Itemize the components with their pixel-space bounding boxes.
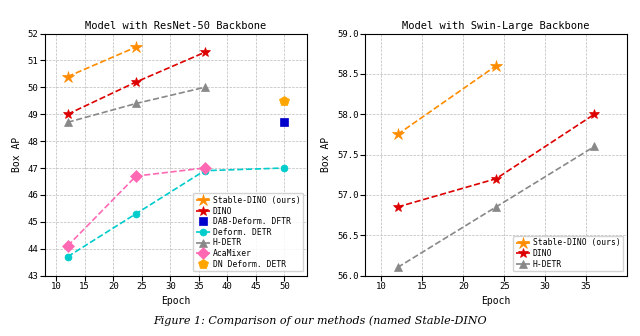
Legend: Stable-DINO (ours), DINO, DAB-Deform. DFTR, Deform. DETR, H-DETR, AcaMixer, DN D: Stable-DINO (ours), DINO, DAB-Deform. DF…	[193, 193, 303, 271]
DINO	[492, 177, 500, 181]
Line: H-DETR: H-DETR	[394, 142, 598, 271]
Line: Stable-DINO (ours): Stable-DINO (ours)	[391, 59, 502, 141]
Deform. DETR	[201, 169, 209, 173]
Stable-DINO (ours)	[492, 64, 500, 68]
H-DETR	[64, 120, 72, 124]
DINO	[64, 112, 72, 116]
Title: Model with ResNet-50 Backbone: Model with ResNet-50 Backbone	[85, 22, 267, 32]
H-DETR	[492, 205, 500, 209]
Stable-DINO (ours)	[64, 75, 72, 79]
DINO	[201, 50, 209, 54]
AcaMixer	[132, 174, 140, 178]
H-DETR	[201, 85, 209, 89]
Line: Stable-DINO (ours): Stable-DINO (ours)	[61, 41, 142, 83]
DINO	[394, 205, 401, 209]
Legend: Stable-DINO (ours), DINO, H-DETR: Stable-DINO (ours), DINO, H-DETR	[513, 236, 623, 271]
Title: Model with Swin-Large Backbone: Model with Swin-Large Backbone	[403, 22, 589, 32]
Deform. DETR	[132, 212, 140, 216]
AcaMixer	[201, 166, 209, 170]
Y-axis label: Box AP: Box AP	[12, 137, 22, 172]
Line: DINO: DINO	[393, 110, 599, 212]
Deform. DETR	[280, 166, 288, 170]
Line: Deform. DETR: Deform. DETR	[64, 165, 288, 260]
H-DETR	[394, 265, 401, 269]
Line: AcaMixer: AcaMixer	[63, 164, 209, 250]
X-axis label: Epoch: Epoch	[161, 296, 191, 306]
DINO	[591, 112, 598, 116]
Line: DINO: DINO	[63, 48, 209, 119]
Deform. DETR	[64, 255, 72, 259]
Stable-DINO (ours)	[132, 45, 140, 49]
Text: Figure 1: Comparison of our methods (named Stable-DINO: Figure 1: Comparison of our methods (nam…	[153, 316, 487, 326]
Stable-DINO (ours)	[394, 132, 401, 136]
X-axis label: Epoch: Epoch	[481, 296, 511, 306]
Y-axis label: Box AP: Box AP	[321, 137, 332, 172]
AcaMixer	[64, 244, 72, 248]
DINO	[132, 80, 140, 84]
Line: H-DETR: H-DETR	[63, 83, 209, 126]
H-DETR	[132, 101, 140, 106]
H-DETR	[591, 144, 598, 149]
